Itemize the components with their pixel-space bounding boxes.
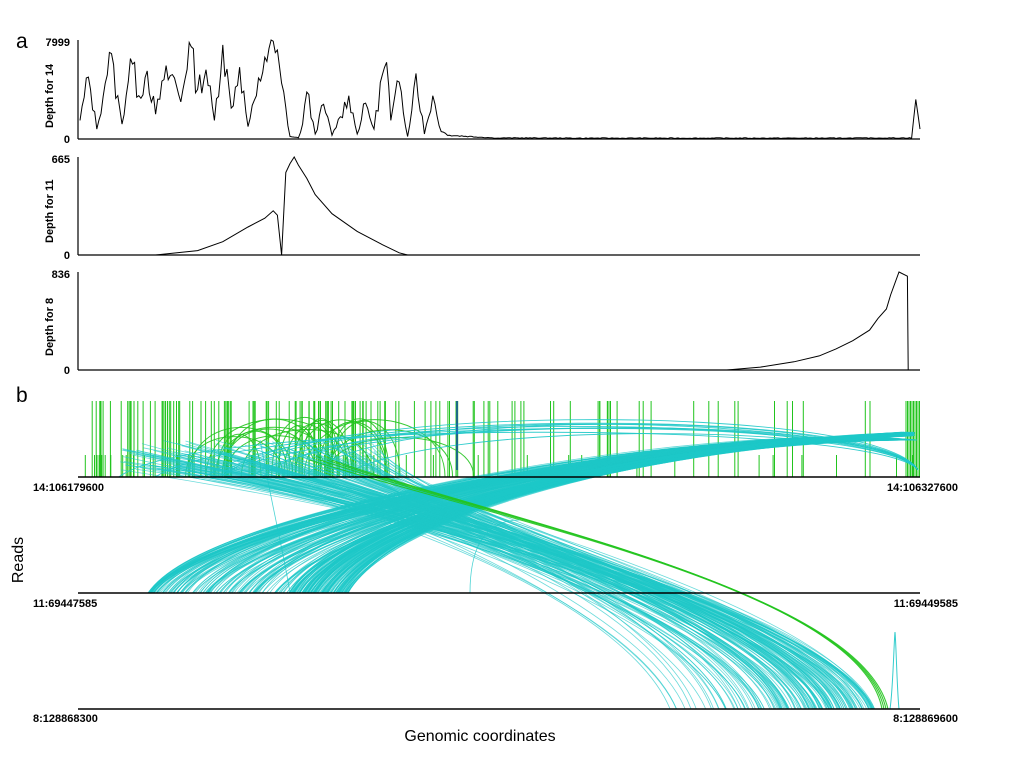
panel-label-b: b bbox=[16, 384, 28, 407]
read-arc bbox=[222, 454, 815, 710]
read-arc bbox=[172, 464, 781, 710]
depth-chart-14-line bbox=[79, 39, 921, 140]
read-arc bbox=[889, 631, 900, 710]
read-arc bbox=[181, 445, 841, 710]
read-arc bbox=[368, 455, 815, 710]
depth-chart-8: Depth for 8 836 0 bbox=[44, 269, 920, 377]
read-arc bbox=[301, 418, 341, 478]
depth-chart-11-ytick-min: 0 bbox=[64, 250, 70, 262]
track-11-start-label: 11:69447585 bbox=[33, 598, 97, 610]
read-arc bbox=[335, 458, 746, 710]
depth-chart-14-ytick-max: 7999 bbox=[46, 37, 70, 49]
read-arc bbox=[469, 519, 521, 594]
depth-chart-11: Depth for 11 665 0 bbox=[44, 154, 920, 262]
read-arc bbox=[164, 468, 863, 710]
read-arc bbox=[219, 466, 811, 710]
read-arc bbox=[337, 432, 906, 594]
read-arc bbox=[295, 419, 387, 478]
depth-chart-8-ytick-max: 836 bbox=[52, 269, 70, 281]
depth-chart-14-ytick-min: 0 bbox=[64, 134, 70, 146]
read-arc bbox=[303, 450, 843, 710]
read-arc bbox=[259, 467, 853, 710]
read-arc bbox=[302, 423, 919, 478]
depth-chart-11-line bbox=[80, 155, 920, 256]
read-arc bbox=[335, 432, 915, 594]
read-arcs-layer bbox=[118, 417, 919, 710]
read-arc bbox=[317, 421, 389, 478]
read-arc bbox=[340, 433, 919, 478]
read-arc bbox=[221, 428, 317, 478]
read-arc bbox=[309, 459, 885, 710]
read-arc bbox=[291, 449, 817, 710]
read-arc bbox=[135, 453, 754, 710]
read-arc bbox=[250, 427, 919, 478]
depth-chart-11-ytick-max: 665 bbox=[52, 154, 70, 166]
read-arcs bbox=[84, 401, 920, 710]
track-14-end-label: 14:106327600 bbox=[887, 482, 958, 494]
read-arc bbox=[326, 429, 454, 478]
read-arc bbox=[122, 448, 823, 710]
genomic-coordinates-label: Genomic coordinates bbox=[404, 728, 555, 745]
read-arc bbox=[152, 439, 917, 594]
read-arc bbox=[307, 433, 910, 594]
panel-label-a: a bbox=[16, 30, 28, 53]
read-arc bbox=[174, 451, 822, 710]
read-arc bbox=[379, 449, 863, 710]
track-8-start-label: 8:128868300 bbox=[33, 713, 98, 725]
read-arc bbox=[221, 425, 919, 478]
read-arc bbox=[319, 459, 889, 710]
read-arc bbox=[329, 418, 390, 478]
read-arc bbox=[301, 435, 906, 594]
read-arc bbox=[286, 449, 739, 710]
reads-axis-label: Reads bbox=[10, 537, 27, 583]
read-arc bbox=[240, 429, 374, 478]
track-8-end-label: 8:128869600 bbox=[893, 713, 958, 725]
read-arc bbox=[267, 458, 811, 710]
read-arc bbox=[343, 443, 776, 710]
read-arc bbox=[376, 460, 828, 710]
track-14-start-label: 14:106179600 bbox=[33, 482, 104, 494]
read-arc bbox=[147, 439, 917, 594]
depth-chart-11-ylabel: Depth for 11 bbox=[44, 179, 56, 243]
track-11-end-label: 11:69449585 bbox=[894, 598, 958, 610]
depth-chart-8-line bbox=[80, 271, 920, 371]
read-arc bbox=[205, 422, 919, 478]
depth-chart-8-ylabel: Depth for 8 bbox=[44, 298, 56, 356]
depth-chart-8-ytick-min: 0 bbox=[64, 365, 70, 377]
depth-chart-14-ylabel: Depth for 14 bbox=[44, 63, 56, 128]
read-arc bbox=[297, 434, 909, 594]
read-arc bbox=[259, 439, 291, 594]
depth-chart-14: Depth for 14 7999 0 bbox=[44, 37, 921, 146]
read-arc bbox=[181, 453, 727, 710]
read-arc bbox=[184, 450, 739, 710]
